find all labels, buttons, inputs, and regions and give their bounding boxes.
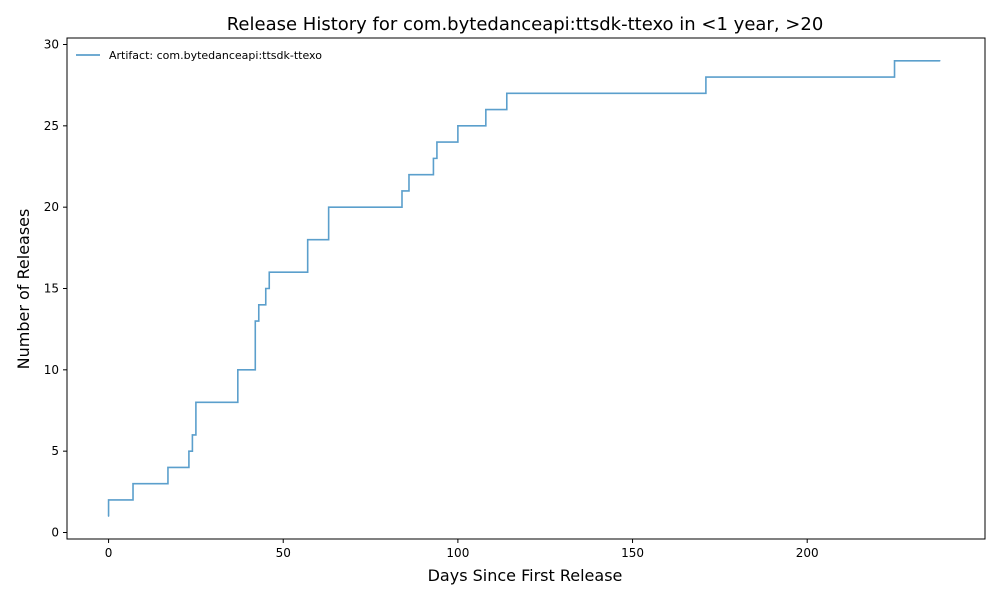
data-point (107, 515, 110, 517)
data-point (195, 401, 197, 403)
legend-label: Artifact: com.bytedanceapi:ttsdk-ttexo (109, 49, 322, 62)
y-tick-label: 0 (51, 525, 59, 539)
y-tick-label: 20 (44, 200, 59, 214)
x-axis-label: Days Since First Release (428, 566, 623, 585)
data-point (408, 174, 410, 176)
y-tick-label: 30 (44, 38, 59, 52)
data-point (132, 483, 134, 485)
data-point (265, 287, 267, 290)
y-tick-label: 15 (44, 282, 59, 296)
x-axis-ticks: 0 50 100 150 200 (105, 539, 819, 560)
x-tick-label: 100 (446, 546, 469, 560)
data-point (436, 141, 438, 143)
data-point (457, 125, 459, 127)
x-tick-label: 50 (276, 546, 291, 560)
data-point (237, 369, 239, 371)
data-point (485, 108, 487, 111)
x-tick-label: 200 (796, 546, 819, 560)
data-point (167, 466, 169, 469)
data-point (258, 304, 260, 306)
data-point (506, 92, 508, 94)
x-tick-label: 150 (621, 546, 644, 560)
y-axis-ticks: 0 5 10 15 20 25 30 (44, 38, 67, 539)
series-line-0 (107, 59, 940, 517)
legend: Artifact: com.bytedanceapi:ttsdk-ttexo (76, 49, 322, 62)
y-tick-label: 10 (44, 363, 59, 377)
data-point (432, 157, 435, 159)
data-point (893, 60, 896, 62)
x-tick-label: 0 (105, 546, 113, 560)
y-axis-label: Number of Releases (14, 209, 33, 370)
data-point (939, 60, 941, 62)
data-point (328, 206, 330, 208)
y-tick-label: 25 (44, 119, 59, 133)
data-point (401, 190, 403, 192)
data-point (188, 450, 190, 452)
data-point (191, 434, 193, 436)
data-point (268, 271, 270, 273)
data-point (256, 320, 258, 322)
data-point (107, 499, 110, 501)
chart-title: Release History for com.bytedanceapi:tts… (227, 14, 824, 35)
data-point (705, 76, 707, 78)
data-point (254, 320, 256, 322)
y-tick-label: 5 (51, 444, 59, 458)
data-point (307, 239, 309, 241)
